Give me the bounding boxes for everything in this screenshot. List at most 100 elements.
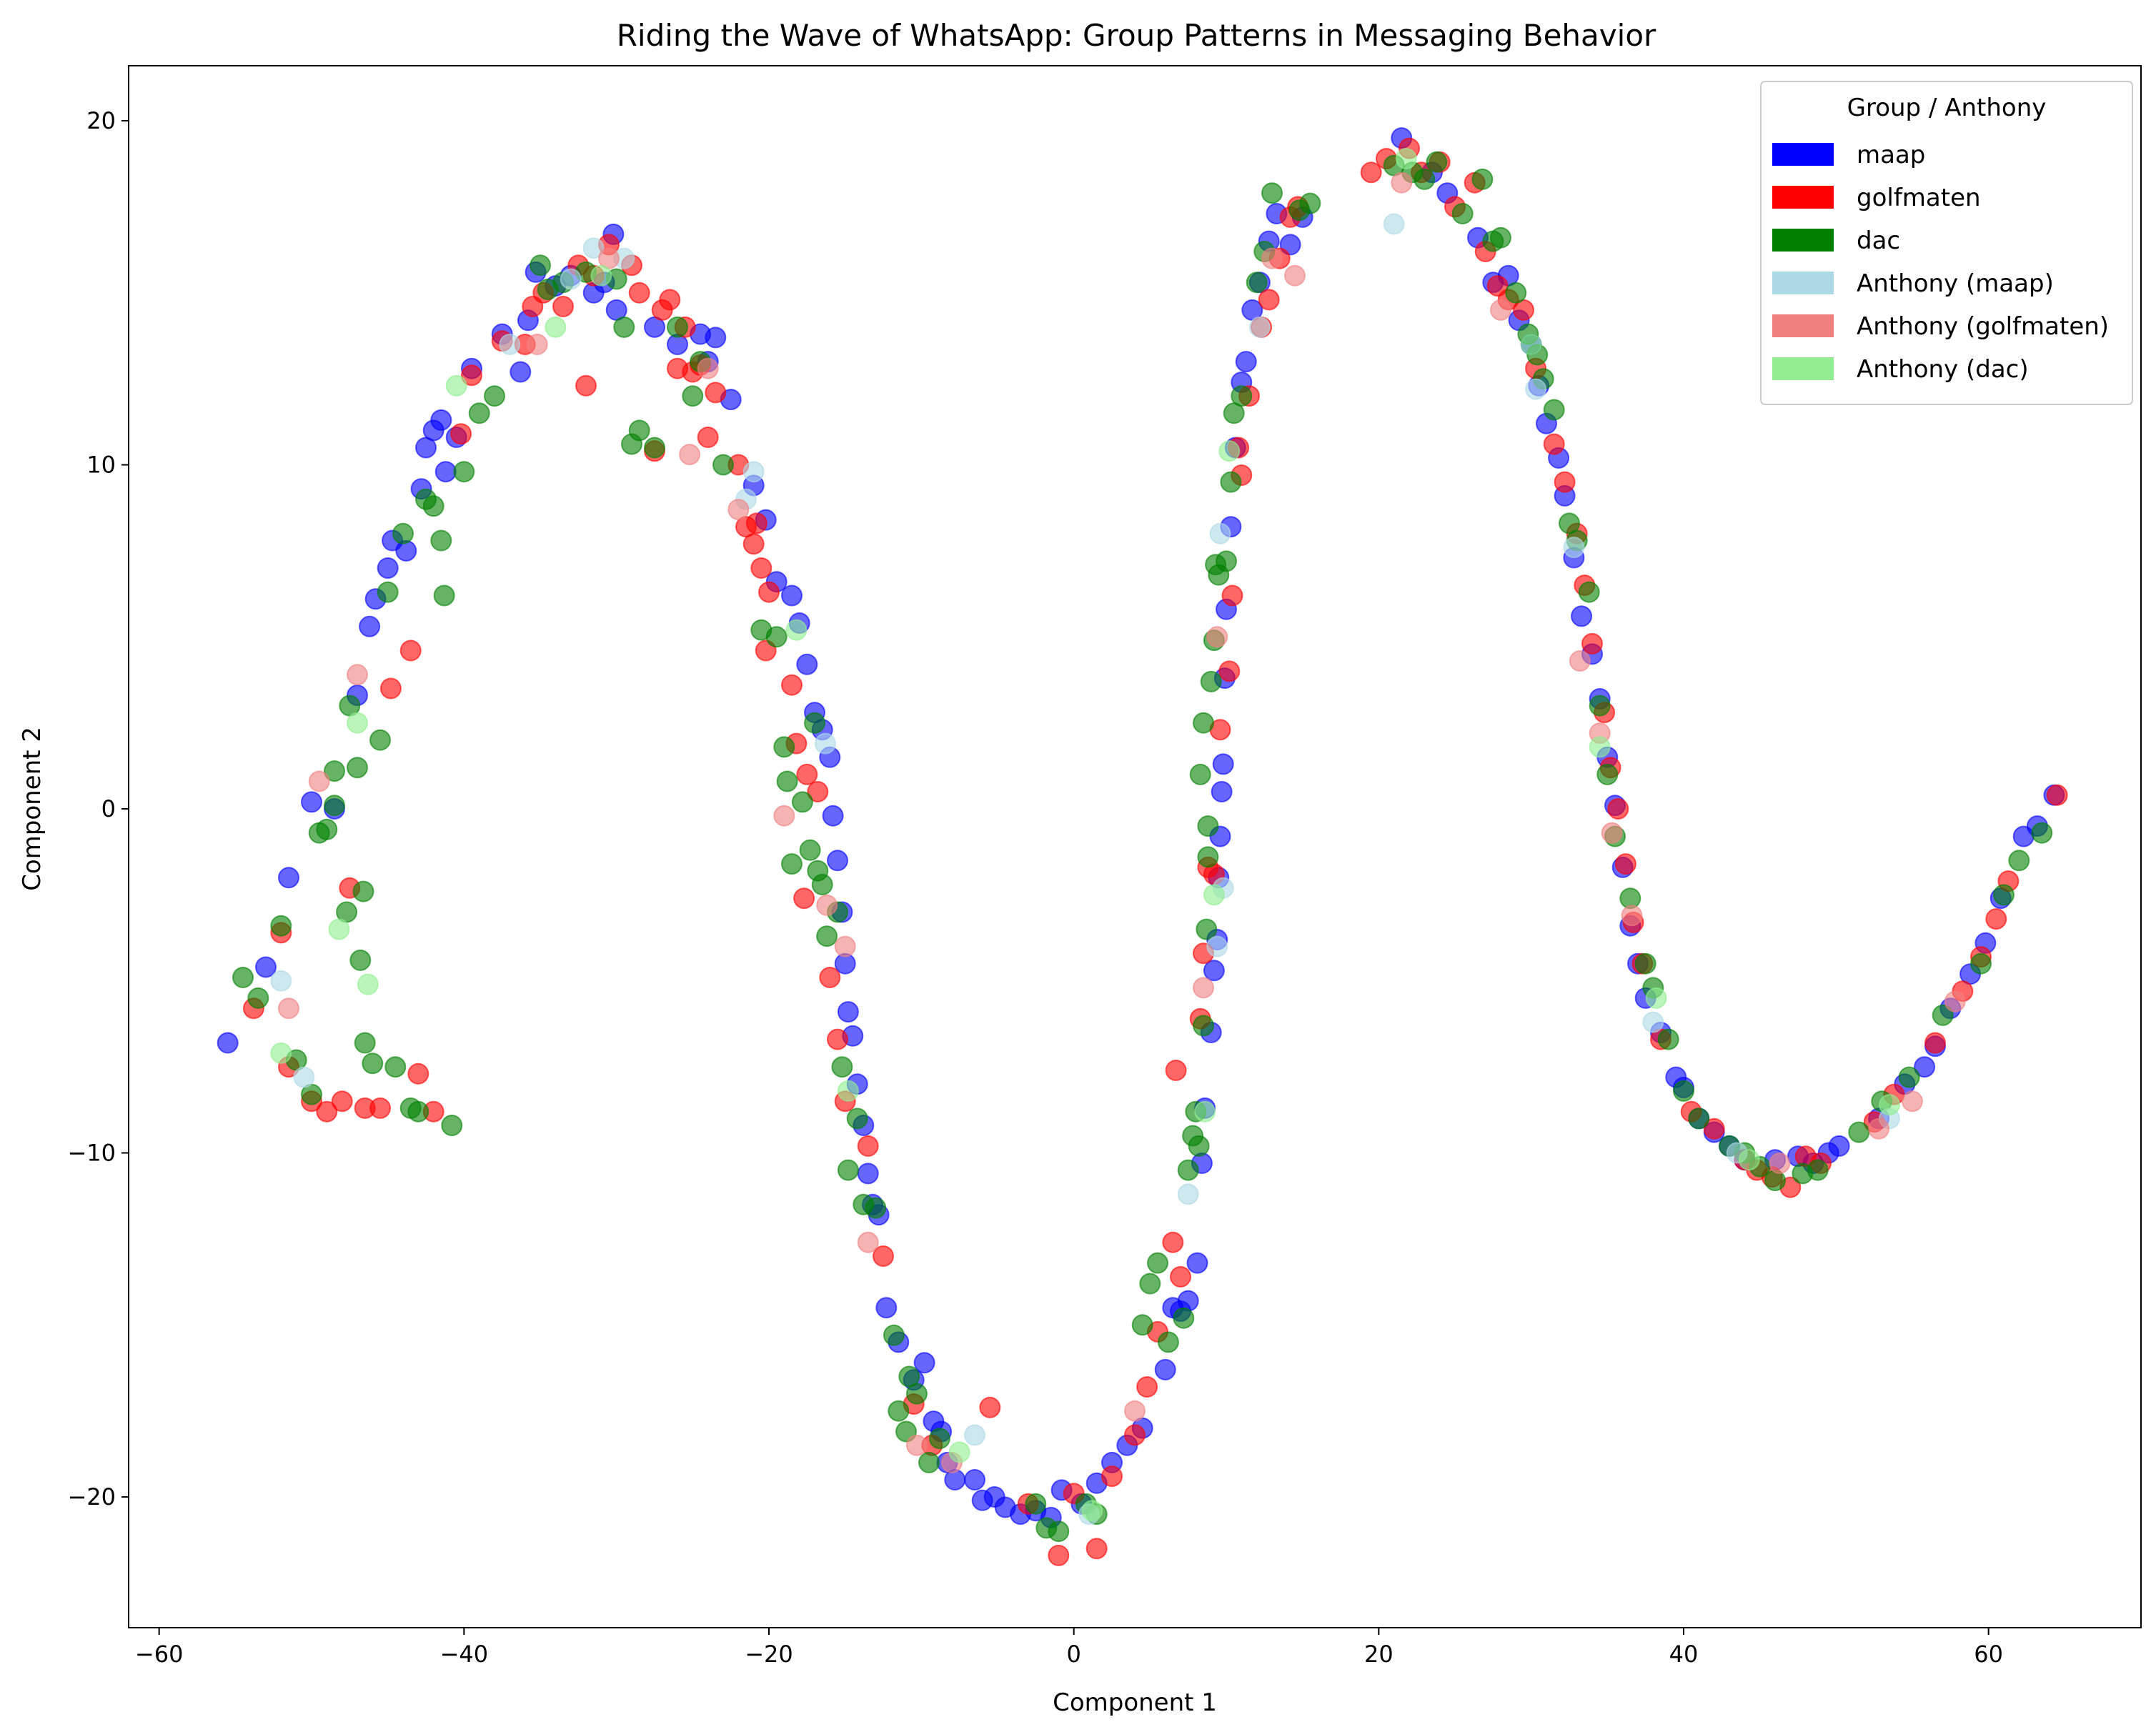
x-tick-label: 0	[1066, 1641, 1081, 1668]
data-point	[819, 967, 841, 988]
data-point	[846, 1108, 868, 1130]
data-point	[328, 918, 350, 940]
data-point	[293, 1066, 315, 1088]
data-point	[712, 454, 734, 476]
chart-title: Riding the Wave of WhatsApp: Group Patte…	[617, 18, 1656, 53]
data-point	[1581, 632, 1603, 655]
data-point	[278, 867, 299, 889]
data-point	[644, 437, 665, 459]
data-point	[1246, 272, 1268, 294]
data-point	[1673, 1080, 1694, 1102]
data-point	[964, 1469, 985, 1490]
data-point	[1932, 1004, 1954, 1026]
data-point	[1218, 660, 1241, 682]
data-point	[905, 1383, 928, 1405]
data-point	[750, 557, 773, 579]
data-point	[1162, 1231, 1184, 1253]
data-point	[430, 529, 452, 552]
data-point	[468, 402, 490, 424]
data-point	[2031, 822, 2053, 844]
data-point	[1193, 1015, 1214, 1037]
data-point	[816, 894, 838, 916]
data-point	[1200, 670, 1222, 692]
data-point	[1154, 1358, 1176, 1380]
data-point	[530, 254, 551, 277]
data-point	[796, 653, 818, 675]
data-point	[1563, 537, 1585, 559]
data-point	[1220, 471, 1242, 493]
data-point	[1569, 650, 1591, 672]
y-tick-label: 20	[86, 107, 116, 134]
data-point	[1235, 351, 1257, 373]
data-point	[1520, 334, 1542, 355]
x-tick-label: 40	[1669, 1641, 1699, 1668]
data-point	[430, 409, 452, 431]
data-point	[827, 850, 848, 872]
data-point	[461, 364, 482, 387]
data-point	[2008, 850, 2030, 872]
data-point	[407, 1100, 429, 1123]
data-point	[1165, 1060, 1187, 1081]
data-point	[773, 736, 795, 758]
data-point	[1248, 316, 1271, 338]
legend-box	[1760, 81, 2133, 405]
data-point	[781, 584, 803, 607]
y-tick-label: −20	[67, 1483, 116, 1510]
data-point	[793, 887, 815, 910]
data-point	[354, 1032, 376, 1054]
data-point	[705, 327, 727, 349]
legend-swatch	[1772, 143, 1834, 166]
data-point	[270, 915, 292, 937]
data-point	[814, 732, 836, 755]
legend-swatch	[1772, 229, 1834, 252]
data-point	[377, 581, 399, 603]
data-point	[883, 1324, 905, 1346]
data-point	[1879, 1094, 1900, 1116]
data-point	[1703, 1118, 1725, 1140]
data-point	[776, 770, 798, 792]
data-point	[1206, 935, 1228, 957]
data-point	[232, 967, 254, 988]
data-point	[1177, 1183, 1199, 1205]
series-anthony-maap	[270, 213, 1900, 1526]
y-tick-label: −10	[67, 1140, 116, 1167]
data-point	[347, 757, 368, 779]
data-point	[857, 1163, 879, 1185]
data-point	[347, 712, 368, 734]
data-point	[499, 334, 521, 355]
data-point	[888, 1400, 910, 1422]
data-point	[1206, 626, 1228, 648]
data-point	[552, 296, 574, 317]
data-point	[1221, 584, 1243, 607]
data-point	[773, 805, 795, 827]
data-point	[758, 581, 780, 603]
legend-label: dac	[1857, 227, 1900, 255]
data-point	[450, 423, 472, 445]
data-point	[857, 1231, 879, 1253]
data-point	[1188, 1135, 1210, 1157]
data-point	[1147, 1252, 1168, 1274]
data-point	[1596, 763, 1619, 785]
data-point	[399, 639, 422, 662]
legend-item: Anthony (golfmaten)	[1772, 312, 2109, 341]
data-point	[1231, 385, 1253, 407]
data-point	[1203, 884, 1225, 906]
data-point	[392, 522, 414, 544]
data-point	[857, 1135, 879, 1157]
data-point	[347, 664, 368, 686]
data-point	[247, 987, 269, 1009]
data-point	[1211, 781, 1233, 802]
data-point	[1634, 952, 1656, 975]
data-point	[445, 374, 467, 397]
y-tick-label: 0	[101, 795, 116, 822]
data-point	[453, 461, 475, 483]
data-point	[697, 357, 719, 379]
data-point	[1993, 884, 2015, 906]
data-point	[1902, 1090, 1923, 1113]
data-point	[1589, 736, 1611, 758]
data-point	[1136, 1376, 1158, 1398]
data-point	[1196, 918, 1218, 940]
data-point	[1048, 1521, 1070, 1543]
series-golfmaten	[242, 137, 2068, 1566]
legend-item: Anthony (dac)	[1772, 355, 2029, 384]
